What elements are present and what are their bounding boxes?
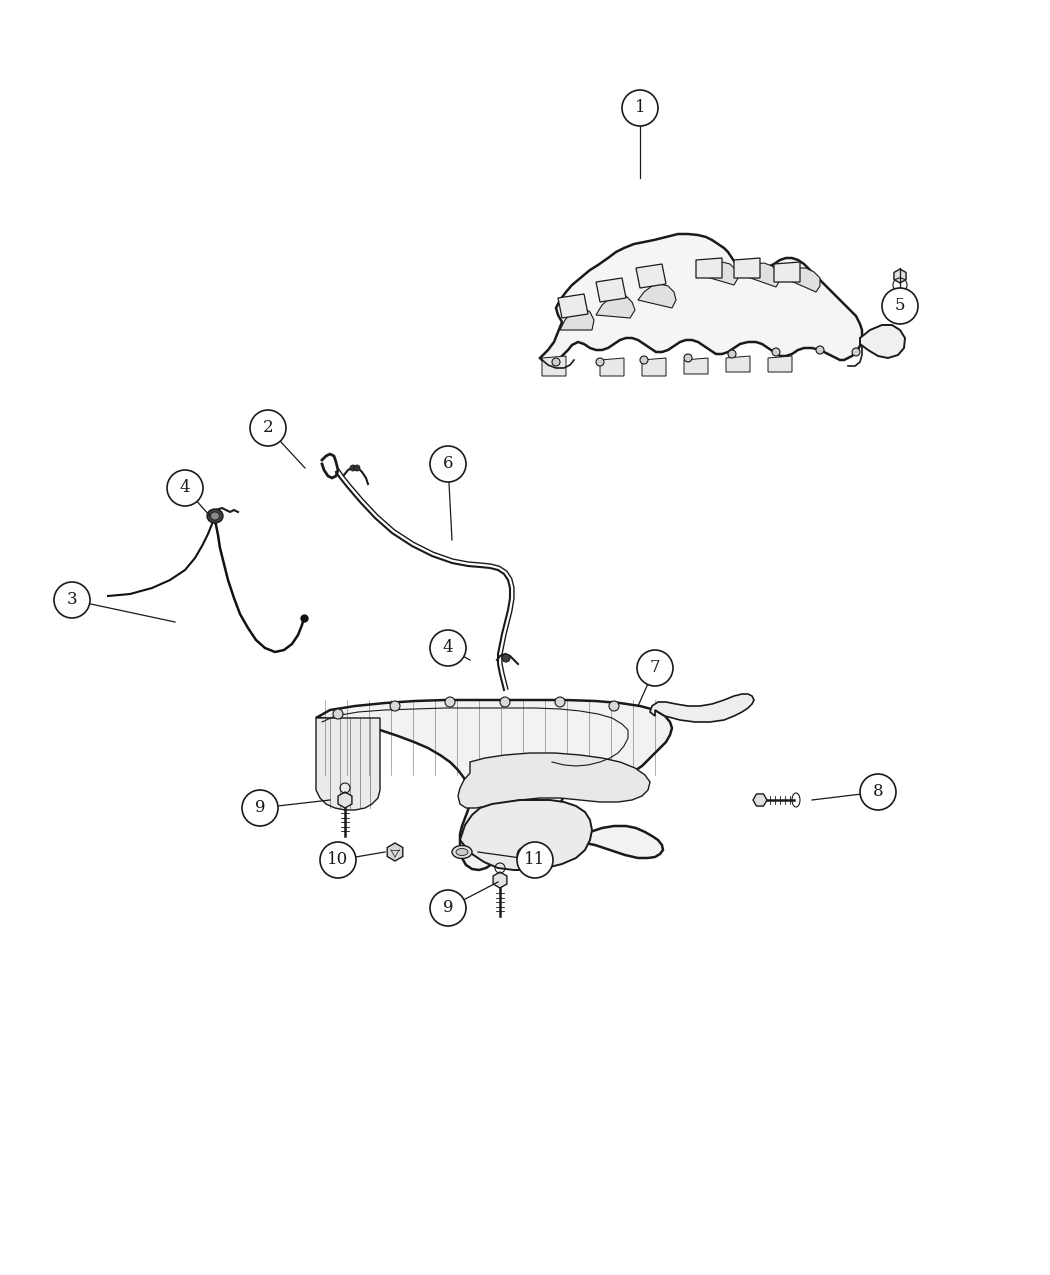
Circle shape (640, 356, 648, 363)
Polygon shape (540, 235, 862, 362)
Circle shape (333, 709, 343, 719)
Polygon shape (700, 261, 738, 286)
Circle shape (502, 654, 510, 662)
Circle shape (320, 842, 356, 878)
Polygon shape (768, 356, 792, 372)
Circle shape (728, 351, 736, 358)
Text: 2: 2 (262, 419, 273, 436)
Circle shape (430, 890, 466, 926)
Polygon shape (494, 872, 507, 887)
Ellipse shape (452, 845, 472, 858)
Circle shape (517, 847, 533, 863)
Polygon shape (636, 264, 666, 288)
Polygon shape (894, 269, 906, 283)
Circle shape (390, 701, 400, 711)
Ellipse shape (456, 848, 468, 856)
Circle shape (637, 650, 673, 686)
Circle shape (552, 358, 560, 366)
Polygon shape (460, 799, 592, 870)
Polygon shape (860, 325, 905, 358)
Polygon shape (774, 261, 800, 282)
Polygon shape (696, 258, 722, 278)
Circle shape (500, 697, 510, 708)
Text: 9: 9 (443, 899, 454, 917)
Polygon shape (458, 754, 650, 808)
Polygon shape (684, 358, 708, 374)
Polygon shape (560, 309, 594, 330)
Circle shape (167, 470, 203, 506)
Polygon shape (650, 694, 754, 722)
Polygon shape (642, 358, 666, 376)
Text: 9: 9 (255, 799, 266, 816)
Circle shape (430, 446, 466, 482)
Polygon shape (596, 278, 626, 302)
Circle shape (430, 630, 466, 666)
Circle shape (609, 701, 620, 711)
Polygon shape (387, 843, 403, 861)
Circle shape (816, 346, 824, 354)
Polygon shape (338, 792, 352, 808)
Polygon shape (600, 358, 624, 376)
Text: 4: 4 (443, 640, 454, 657)
Polygon shape (734, 258, 760, 278)
Polygon shape (316, 718, 380, 810)
Circle shape (242, 790, 278, 826)
Text: 8: 8 (873, 784, 883, 801)
Ellipse shape (210, 513, 219, 520)
Circle shape (354, 465, 360, 470)
Text: 4: 4 (180, 479, 190, 496)
Circle shape (250, 411, 286, 446)
Circle shape (882, 288, 918, 324)
Circle shape (852, 348, 860, 356)
Polygon shape (558, 295, 588, 317)
Circle shape (54, 581, 90, 618)
Polygon shape (726, 356, 750, 372)
Text: 10: 10 (328, 852, 349, 868)
Circle shape (622, 91, 658, 126)
Text: 11: 11 (524, 852, 546, 868)
Text: 6: 6 (443, 455, 454, 473)
Polygon shape (742, 263, 780, 287)
Circle shape (445, 697, 455, 708)
Text: 7: 7 (650, 659, 660, 677)
Circle shape (684, 354, 692, 362)
Polygon shape (542, 356, 566, 376)
Text: 3: 3 (67, 592, 78, 608)
Ellipse shape (207, 509, 223, 523)
Polygon shape (753, 794, 766, 806)
Text: 5: 5 (895, 297, 905, 315)
Circle shape (350, 465, 356, 470)
Circle shape (860, 774, 896, 810)
Polygon shape (316, 700, 672, 870)
Polygon shape (638, 284, 676, 309)
Circle shape (772, 348, 780, 356)
Text: 1: 1 (634, 99, 646, 116)
Circle shape (596, 358, 604, 366)
Circle shape (517, 842, 553, 878)
Polygon shape (784, 268, 820, 292)
Circle shape (555, 697, 565, 708)
Polygon shape (596, 295, 635, 317)
